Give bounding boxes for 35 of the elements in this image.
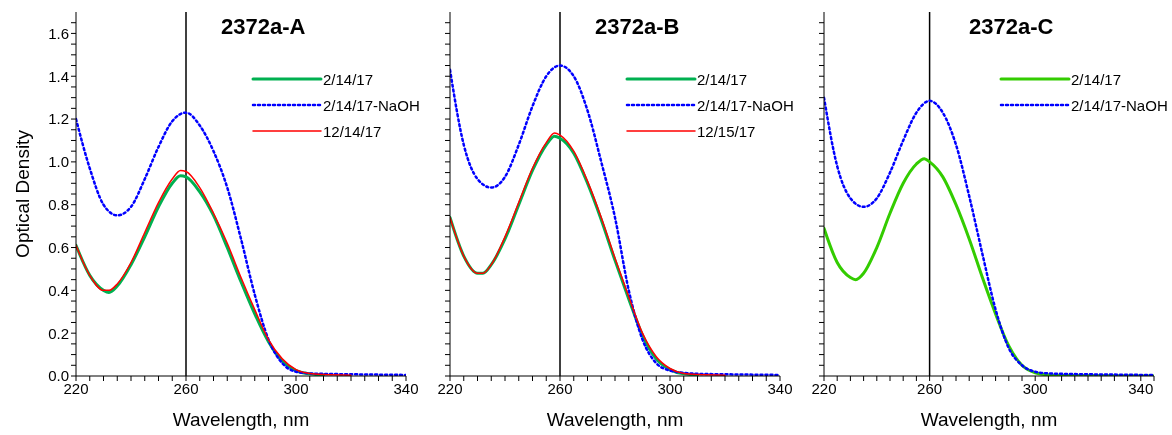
legend-label: 12/15/17 — [697, 122, 756, 140]
legend-label: 12/14/17 — [323, 122, 382, 140]
y-tick-label: 0.8 — [48, 196, 69, 214]
y-tick-label: 1.0 — [48, 153, 69, 171]
legend-label: 2/14/17-NaOH — [1071, 96, 1168, 114]
y-tick-label: 0.2 — [48, 324, 69, 342]
x-tick-label: 260 — [173, 379, 199, 397]
chart-title: 2372a-C — [969, 14, 1054, 40]
chart-title: 2372a-B — [595, 14, 680, 40]
y-axis-title: Optical Density — [11, 129, 33, 258]
x-tick-label: 340 — [393, 379, 419, 397]
x-axis-title: Wavelength, nm — [172, 409, 310, 430]
chart-title: 2372a-A — [221, 14, 306, 40]
x-axis-title: Wavelength, nm — [546, 409, 684, 430]
y-tick-label: 1.6 — [48, 24, 69, 42]
x-tick-label: 260 — [917, 379, 943, 397]
x-tick-label: 340 — [767, 379, 793, 397]
x-axis-title: Wavelength, nm — [920, 409, 1058, 430]
legend-label: 2/14/17-NaOH — [323, 96, 420, 114]
x-tick-label: 300 — [283, 379, 309, 397]
x-tick-label: 300 — [1022, 379, 1048, 397]
x-tick-label: 220 — [437, 379, 463, 397]
x-tick-label: 220 — [811, 379, 837, 397]
y-tick-label: 0.4 — [48, 281, 69, 299]
x-tick-label: 340 — [1128, 379, 1154, 397]
legend-label: 2/14/17-NaOH — [697, 96, 794, 114]
x-tick-label: 260 — [547, 379, 573, 397]
y-tick-label: 0.6 — [48, 238, 69, 256]
y-tick-label: 1.2 — [48, 110, 69, 128]
legend-label: 2/14/17 — [323, 70, 374, 88]
legend-label: 2/14/17 — [1071, 70, 1122, 88]
legend-label: 2/14/17 — [697, 70, 748, 88]
y-tick-label: 1.4 — [48, 67, 69, 85]
y-tick-label: 0.0 — [48, 367, 69, 385]
x-tick-label: 300 — [657, 379, 683, 397]
